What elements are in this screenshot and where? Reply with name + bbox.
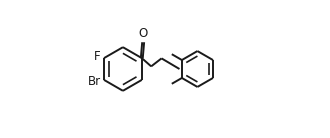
Text: O: O <box>139 27 148 40</box>
Text: F: F <box>94 50 101 63</box>
Text: Br: Br <box>88 75 101 88</box>
